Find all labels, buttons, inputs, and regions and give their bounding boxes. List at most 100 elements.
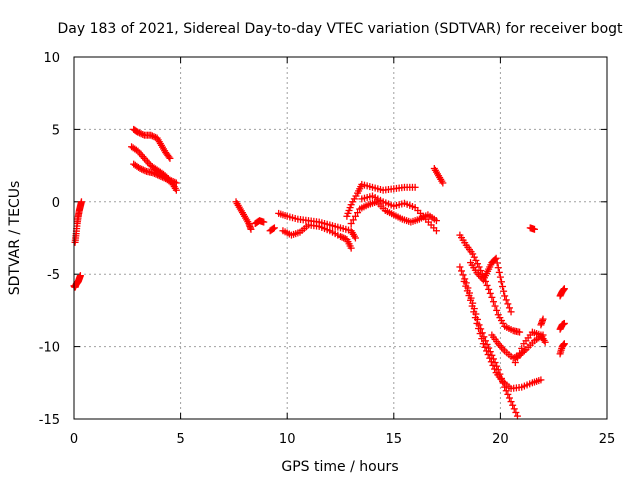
data-point <box>513 412 521 420</box>
data-point <box>347 220 355 228</box>
data-point <box>512 408 520 416</box>
data-point <box>541 338 549 346</box>
data-point <box>157 172 165 180</box>
data-point <box>497 278 505 286</box>
data-point <box>518 344 526 352</box>
x-tick-label: 25 <box>599 432 616 447</box>
data-point <box>489 361 497 369</box>
data-point <box>492 254 500 262</box>
data-point <box>516 349 524 357</box>
data-point <box>473 319 481 327</box>
data-point <box>505 394 513 402</box>
data-point <box>338 233 346 241</box>
data-point <box>150 170 158 178</box>
data-point <box>486 354 494 362</box>
data-point <box>247 225 255 233</box>
data-point <box>351 234 359 242</box>
data-point <box>483 281 491 289</box>
data-point <box>138 165 146 173</box>
data-point <box>499 283 507 291</box>
data-points <box>70 125 568 420</box>
chart-title: Day 183 of 2021, Sidereal Day-to-day VTE… <box>57 21 623 37</box>
data-point <box>491 255 499 263</box>
axis-ticks: 0 5 10 15 20 25 -15 -10 -5 0 5 10 <box>39 51 616 447</box>
data-point <box>136 164 144 172</box>
data-point <box>137 130 145 138</box>
y-tick-label: -5 <box>47 268 60 283</box>
x-tick-label: 15 <box>386 432 403 447</box>
data-point <box>501 292 509 300</box>
data-point <box>139 166 147 174</box>
data-point <box>560 319 568 327</box>
data-point <box>76 272 84 280</box>
data-point <box>507 308 515 316</box>
data-point <box>354 209 362 217</box>
data-point <box>147 131 155 139</box>
data-point <box>269 225 277 233</box>
data-point <box>491 302 499 310</box>
data-point <box>504 300 512 308</box>
data-point <box>456 263 464 271</box>
x-tick-label: 5 <box>176 432 184 447</box>
data-point <box>148 132 156 140</box>
data-point <box>505 304 513 312</box>
data-point <box>483 347 491 355</box>
data-point <box>432 227 440 235</box>
data-point <box>468 302 476 310</box>
data-point <box>165 153 173 161</box>
data-point <box>77 198 85 206</box>
data-point <box>486 289 494 297</box>
data-point <box>150 133 158 141</box>
x-tick-label: 0 <box>70 432 78 447</box>
data-point <box>351 212 359 220</box>
data-point <box>491 365 499 373</box>
data-point <box>340 234 348 242</box>
data-point <box>476 330 484 338</box>
data-point <box>510 405 518 413</box>
data-point <box>459 271 467 279</box>
data-point <box>500 287 508 295</box>
data-point <box>509 401 517 409</box>
y-tick-label: 0 <box>52 196 60 211</box>
data-point <box>270 224 278 232</box>
data-point <box>347 244 355 252</box>
data-point <box>493 306 501 314</box>
data-point <box>502 296 510 304</box>
data-point <box>473 260 481 268</box>
data-point <box>141 167 149 175</box>
data-point <box>539 315 547 323</box>
y-tick-label: -10 <box>39 341 60 356</box>
data-point <box>493 259 501 267</box>
data-point <box>489 298 497 306</box>
grid-lines <box>74 57 607 419</box>
data-point <box>467 296 475 304</box>
data-point <box>560 285 568 293</box>
data-point <box>136 129 144 137</box>
data-point <box>475 263 483 271</box>
data-point <box>511 359 519 367</box>
data-point <box>465 292 473 300</box>
data-point <box>439 179 447 187</box>
data-point <box>349 216 357 224</box>
data-point <box>166 154 174 162</box>
data-point <box>432 217 440 225</box>
data-point <box>504 390 512 398</box>
data-point <box>463 287 471 295</box>
y-tick-label: 10 <box>43 51 60 66</box>
data-point <box>560 340 568 348</box>
data-point <box>485 285 493 293</box>
data-point <box>158 173 166 181</box>
y-tick-label: 5 <box>52 123 60 138</box>
data-point <box>513 354 521 362</box>
data-point <box>411 183 419 191</box>
x-tick-label: 20 <box>492 432 509 447</box>
data-point <box>479 340 487 348</box>
data-point <box>495 268 503 276</box>
data-point <box>507 398 515 406</box>
data-point <box>139 130 147 138</box>
data-point <box>470 253 478 261</box>
data-point <box>512 353 520 361</box>
data-point <box>496 273 504 281</box>
data-point <box>457 267 465 275</box>
